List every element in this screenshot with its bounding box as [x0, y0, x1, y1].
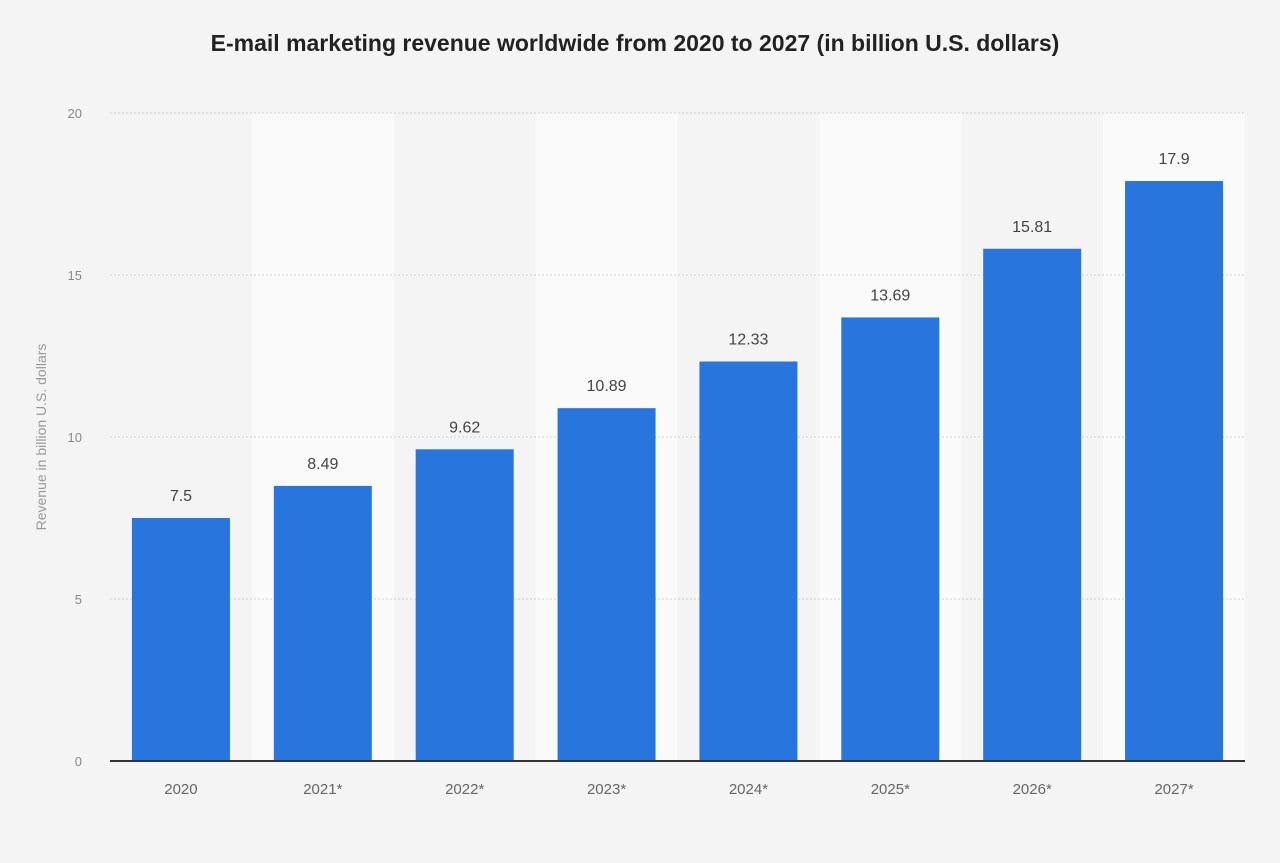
data-label: 7.5: [170, 488, 192, 505]
y-tick-label: 0: [75, 754, 82, 769]
y-tick-label: 15: [68, 268, 82, 283]
chart-title: E-mail marketing revenue worldwide from …: [210, 30, 1060, 56]
bar: [557, 408, 656, 761]
x-tick-label: 2025*: [871, 781, 910, 798]
data-label: 13.69: [870, 287, 910, 304]
bar: [1125, 181, 1224, 762]
bar: [841, 317, 940, 761]
bar: [273, 485, 372, 761]
x-tick-label: 2023*: [587, 781, 626, 798]
bar: [983, 248, 1082, 762]
x-tick-label: 2020: [164, 781, 197, 798]
y-tick-label: 20: [68, 106, 82, 121]
data-label: 10.89: [587, 378, 627, 395]
x-tick-label: 2027*: [1154, 781, 1193, 798]
bar: [699, 361, 798, 761]
y-axis-label: Revenue in billion U.S. dollars: [33, 344, 49, 531]
y-tick-label: 10: [68, 430, 82, 445]
data-label: 9.62: [449, 419, 480, 436]
x-tick-label: 2022*: [445, 781, 484, 798]
x-tick-label: 2021*: [303, 781, 342, 798]
data-label: 8.49: [307, 456, 338, 473]
bar: [415, 449, 514, 761]
x-tick-label: 2024*: [729, 781, 768, 798]
data-label: 17.9: [1158, 151, 1189, 168]
y-tick-label: 5: [75, 592, 82, 607]
bar: [131, 518, 230, 761]
data-label: 15.81: [1012, 219, 1052, 236]
x-tick-label: 2026*: [1013, 781, 1052, 798]
data-label: 12.33: [728, 332, 768, 349]
